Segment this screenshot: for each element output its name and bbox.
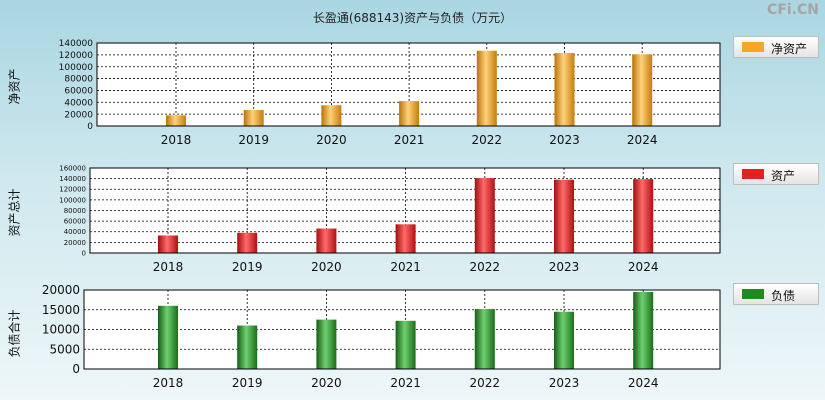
panel2-legend-label: 资产 (771, 169, 796, 183)
chart-title: 长盈通(688143)资产与负债（万元） (312, 11, 513, 25)
panel2-bar-2019 (237, 232, 258, 253)
panel1-bar-2023 (554, 53, 575, 127)
panel3-bar-2020 (316, 319, 337, 369)
panel1-bar-2019 (243, 109, 264, 126)
panel2-ytick-label: 80000 (64, 207, 86, 215)
panel1-xtick-label: 2021 (394, 133, 425, 147)
panel2-xtick-label: 2019 (232, 260, 263, 274)
panel3-legend-label: 负债 (771, 289, 796, 303)
panel1-plot-border (96, 42, 721, 127)
panel2-ytick-label: 0 (82, 249, 86, 257)
panel1-ytick-label: 140000 (59, 39, 94, 49)
panel3-ytick-label: 5000 (49, 342, 80, 356)
panel1-xtick-label: 2023 (549, 133, 580, 147)
panel2-bar-2018 (158, 235, 178, 253)
panel1-xtick-label: 2020 (316, 133, 347, 147)
panel1-ytick-label: 20000 (64, 110, 93, 120)
panel1-xtick-label: 2019 (238, 133, 269, 147)
panel3-bar-2021 (395, 320, 416, 369)
panel2-legend: 资产 (733, 163, 819, 185)
panel3-ytick-label: 20000 (42, 283, 80, 297)
panel2-bar-2020 (316, 228, 337, 253)
panel2-bar-2022 (474, 178, 495, 253)
panel3-xtick-label: 2020 (311, 376, 342, 390)
panel1-bar-2018 (166, 115, 186, 126)
panel1-bar-2021 (399, 101, 420, 126)
panel2-ytick-label: 160000 (59, 164, 86, 172)
panel1-ytick-label: 40000 (64, 98, 93, 108)
panel1-ytick-label: 80000 (64, 75, 93, 85)
panel1-xtick-label: 2022 (472, 133, 503, 147)
panel3-xtick-label: 2023 (549, 376, 580, 390)
panel3-bar-2024 (633, 291, 654, 369)
panel2-legend-swatch (742, 169, 764, 179)
panel1-legend-swatch (742, 42, 764, 52)
panel1-xtick-label: 2024 (627, 133, 658, 147)
panel3-xtick-label: 2022 (470, 376, 501, 390)
panel2-ytick-label: 60000 (64, 218, 86, 226)
panel1-legend: 净资产 (733, 36, 819, 58)
panel3-bar-2022 (474, 308, 495, 369)
panel3-plot-border (83, 289, 721, 370)
panel2-ytick-label: 140000 (59, 175, 86, 183)
panel1-ytick-label: 60000 (64, 87, 93, 97)
panel3-ytick-label: 10000 (42, 323, 80, 337)
panel2-xtick-label: 2021 (390, 260, 421, 274)
panel3-xtick-label: 2024 (628, 376, 659, 390)
panel2-plot-border (89, 167, 721, 254)
panel2-ytick-label: 20000 (64, 239, 86, 247)
panel3-xtick-label: 2019 (232, 376, 263, 390)
watermark-logo: CFi.CN (767, 2, 819, 18)
panel2-xtick-label: 2024 (628, 260, 659, 274)
panel2-bar-2023 (554, 179, 574, 253)
panel1-ytick-label: 0 (87, 122, 93, 132)
panel3-legend: 负债 (733, 283, 819, 305)
panel2-xtick-label: 2022 (470, 260, 501, 274)
panel2-bar-2021 (395, 224, 416, 253)
panel1-xtick-label: 2018 (161, 133, 192, 147)
panel3-ytick-label: 0 (72, 362, 80, 376)
panel3-bar-2019 (237, 325, 258, 369)
panel3-xtick-label: 2021 (390, 376, 421, 390)
panel2-xtick-label: 2020 (311, 260, 342, 274)
panel1-bar-2022 (476, 50, 497, 127)
panel1-ytick-label: 100000 (59, 63, 94, 73)
panel3-ytick-label: 15000 (42, 303, 80, 317)
panel3-xtick-label: 2018 (153, 376, 184, 390)
panel1-bar-2024 (632, 54, 653, 127)
panel3-bar-2023 (554, 311, 574, 369)
panel2-ytick-label: 120000 (59, 186, 86, 194)
panel1-ytick-label: 120000 (59, 51, 94, 61)
panel2-xtick-label: 2023 (549, 260, 580, 274)
panel3-legend-swatch (742, 289, 764, 299)
panel3-bar-2018 (158, 305, 178, 369)
panel1-legend-label: 净资产 (771, 42, 808, 56)
panel2-ytick-label: 100000 (59, 196, 86, 204)
panel2-ytick-label: 40000 (64, 228, 86, 236)
panel1-bar-2020 (321, 105, 342, 126)
panel2-xtick-label: 2018 (153, 260, 184, 274)
panel2-bar-2024 (633, 179, 654, 253)
